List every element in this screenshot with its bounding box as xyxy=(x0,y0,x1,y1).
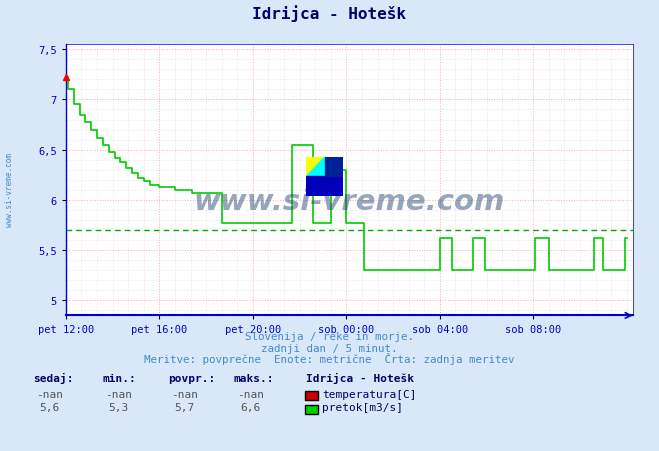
Text: 6,6: 6,6 xyxy=(241,402,260,412)
Text: pretok[m3/s]: pretok[m3/s] xyxy=(322,402,403,412)
Text: temperatura[C]: temperatura[C] xyxy=(322,389,416,399)
Text: www.si-vreme.com: www.si-vreme.com xyxy=(5,152,14,226)
Text: min.:: min.: xyxy=(102,373,136,383)
Text: 5,6: 5,6 xyxy=(40,402,59,412)
Text: 5,3: 5,3 xyxy=(109,402,129,412)
Text: -nan: -nan xyxy=(171,389,198,399)
Text: povpr.:: povpr.: xyxy=(168,373,215,383)
Text: -nan: -nan xyxy=(237,389,264,399)
Text: maks.:: maks.: xyxy=(234,373,274,383)
Text: Meritve: povprečne  Enote: metrične  Črta: zadnja meritev: Meritve: povprečne Enote: metrične Črta:… xyxy=(144,353,515,364)
Polygon shape xyxy=(306,158,325,177)
Text: Idrijca - Hotešk: Idrijca - Hotešk xyxy=(306,372,415,383)
Polygon shape xyxy=(306,177,343,196)
Text: sedaj:: sedaj: xyxy=(33,372,73,383)
Polygon shape xyxy=(306,158,325,177)
Text: -nan: -nan xyxy=(105,389,132,399)
Text: Slovenija / reke in morje.: Slovenija / reke in morje. xyxy=(245,331,414,341)
Text: zadnji dan / 5 minut.: zadnji dan / 5 minut. xyxy=(261,343,398,353)
Text: 5,7: 5,7 xyxy=(175,402,194,412)
Text: -nan: -nan xyxy=(36,389,63,399)
Text: www.si-vreme.com: www.si-vreme.com xyxy=(194,188,505,216)
Text: Idrijca - Hotešk: Idrijca - Hotešk xyxy=(252,5,407,22)
Polygon shape xyxy=(325,158,343,177)
